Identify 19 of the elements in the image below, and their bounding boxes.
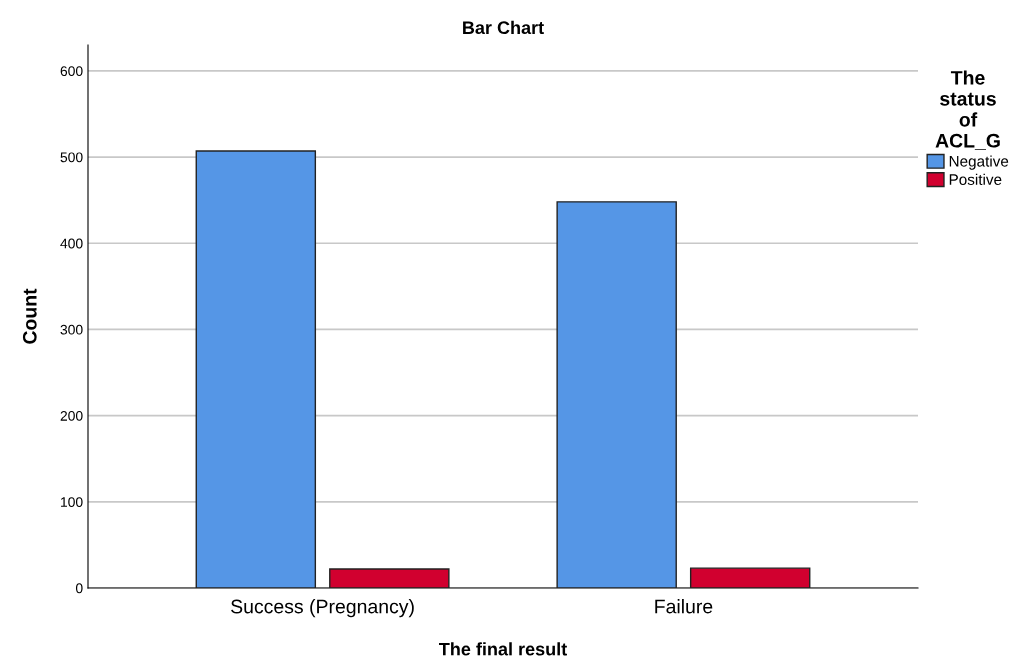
bar <box>329 568 450 588</box>
y-axis-title: Count <box>22 288 37 344</box>
y-tick-label: 0 <box>75 583 83 594</box>
x-axis-title: The final result <box>439 642 567 656</box>
y-tick-label: 100 <box>61 497 83 507</box>
chart-title: Bar Chart <box>463 20 544 35</box>
y-tick-label: 200 <box>60 410 83 421</box>
legend-title: The status of ACL_G <box>935 70 1000 150</box>
x-tick-label: Success (Pregnancy) <box>231 599 414 618</box>
x-tick-label: Failure <box>655 599 713 614</box>
bar <box>556 201 677 588</box>
bar <box>689 567 811 588</box>
y-tick-label: 400 <box>60 238 83 249</box>
legend-label: Negative <box>949 155 1009 170</box>
y-tick-label: 300 <box>60 324 83 335</box>
bar <box>195 150 317 588</box>
y-tick-label: 600 <box>60 66 83 77</box>
y-tick-label: 500 <box>60 152 83 163</box>
legend-label: Positive <box>949 173 1002 185</box>
